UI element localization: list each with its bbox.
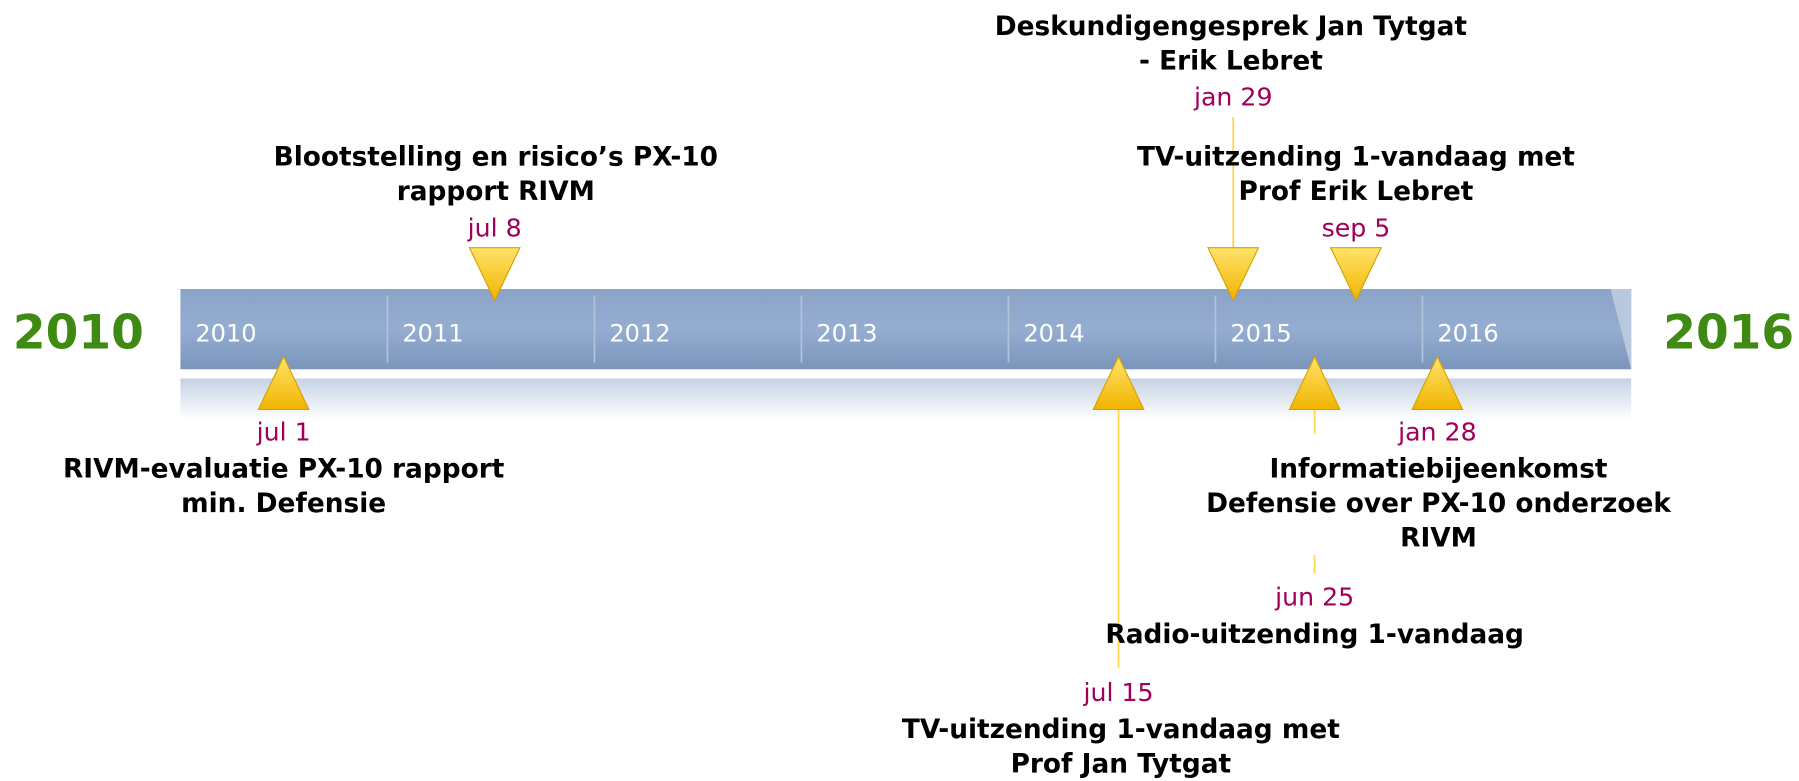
year-label: 2012 [609, 320, 670, 348]
year-label: 2015 [1230, 320, 1291, 348]
event-marker [1288, 355, 1341, 410]
event-date: sep 5 [1322, 213, 1391, 242]
event-marker [468, 247, 521, 302]
event-date: jul 1 [256, 418, 311, 447]
event-title: TV-uitzending 1-vandaag met [902, 715, 1340, 745]
event-date: jan 28 [1397, 418, 1477, 447]
event-title: Deskundigengesprek Jan Tytgat [995, 12, 1467, 42]
year-label: 2014 [1023, 320, 1084, 348]
bar-reflection [180, 378, 1632, 420]
event-marker [1411, 355, 1464, 410]
event-title: min. Defensie [181, 489, 386, 519]
year-label: 2010 [195, 320, 256, 348]
event-date: jun 25 [1274, 583, 1354, 612]
year-label: 2016 [1437, 320, 1498, 348]
end-label: 2016 [1663, 306, 1794, 361]
timeline-bar [180, 289, 1632, 370]
event-title: rapport RIVM [397, 177, 595, 207]
event-marker [257, 355, 310, 410]
year-label: 2013 [816, 320, 877, 348]
event-title: TV-uitzending 1-vandaag met [1137, 143, 1575, 173]
event-marker [1329, 247, 1383, 302]
event-title: RIVM-evaluatie PX-10 rapport [63, 455, 504, 485]
event-date: jan 29 [1193, 83, 1273, 112]
start-label: 2010 [13, 306, 144, 361]
event-title: Defensie over PX-10 onderzoek [1206, 489, 1672, 519]
event-date: jul 8 [467, 213, 522, 242]
event-title: Prof Jan Tytgat [1011, 749, 1232, 779]
event-title: Informatiebijeenkomst [1269, 455, 1607, 485]
event-title: Blootstelling en risico’s PX-10 [274, 143, 718, 173]
event-marker [1092, 355, 1145, 410]
event-title: RIVM [1400, 524, 1477, 554]
bar-end [1610, 289, 1632, 370]
event-date: jul 15 [1082, 678, 1153, 707]
event-marker [1207, 247, 1260, 302]
event-title: Prof Erik Lebret [1239, 177, 1474, 207]
event-title: - Erik Lebret [1139, 46, 1323, 76]
event-title: Radio-uitzending 1-vandaag [1105, 620, 1523, 650]
year-label: 2011 [402, 320, 463, 348]
